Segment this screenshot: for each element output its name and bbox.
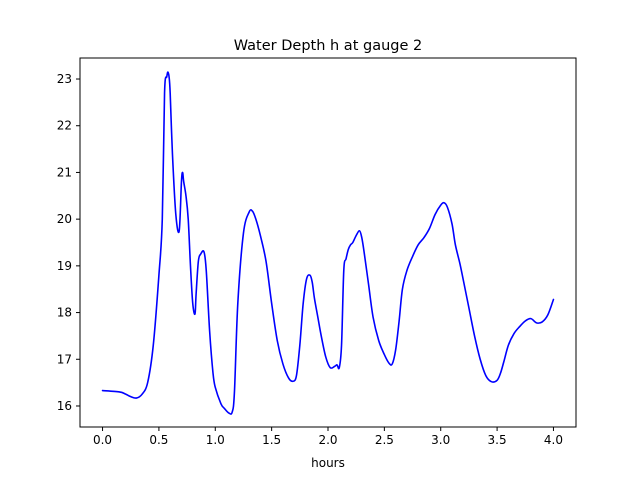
y-tick-label: 19	[57, 259, 72, 273]
x-tick-label: 2.5	[375, 433, 394, 447]
x-tick-label: 1.0	[206, 433, 225, 447]
x-tick-label: 4.0	[544, 433, 563, 447]
x-axis-label: hours	[311, 456, 345, 470]
x-tick-label: 3.0	[431, 433, 450, 447]
plot-area: 0.0 0.5 1.0 1.5 2.0 2.5 3.0 3.5 4.0 16 17 18 19 20 21…	[57, 57, 577, 447]
y-tick-label: 23	[57, 72, 72, 86]
y-tick-label: 18	[57, 306, 72, 320]
y-tick-label: 17	[57, 352, 72, 366]
x-tick-label: 2.0	[318, 433, 337, 447]
x-tick-label: 0.5	[149, 433, 168, 447]
y-tick-label: 22	[57, 119, 72, 133]
y-tick-label: 20	[57, 212, 72, 226]
chart-title: Water Depth h at gauge 2	[234, 38, 422, 54]
y-tick-label: 16	[57, 399, 72, 413]
y-tick-label: 21	[57, 165, 72, 179]
x-tick-label: 1.5	[262, 433, 281, 447]
x-tick-label: 3.5	[488, 433, 507, 447]
y-axis: 16 17 18 19 20 21 22 23	[57, 72, 80, 413]
x-axis: 0.0 0.5 1.0 1.5 2.0 2.5 3.0 3.5 4.0	[93, 427, 563, 447]
water-depth-line	[101, 71, 555, 415]
x-tick-label: 0.0	[93, 433, 112, 447]
